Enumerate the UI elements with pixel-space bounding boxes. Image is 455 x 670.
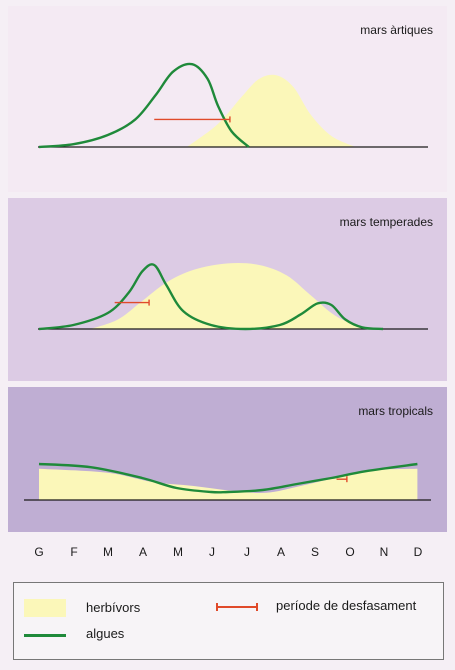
legend-label-algae: algues [86,626,125,641]
chart-arctic [38,62,428,149]
chart-temperate [38,263,428,331]
chart-panel-temperate: mars temperades [8,198,447,381]
month-label: S [310,545,320,559]
panel-title-tropical: mars tropicals [358,404,433,418]
panel-title-temperate: mars temperades [339,215,433,229]
month-label: A [276,545,286,559]
month-label: A [138,545,148,559]
legend-swatch-herbivores [24,599,66,617]
month-axis: G F M A M J J A S O N D [0,545,455,565]
month-label: D [413,545,423,559]
legend-label-herbivores: herbívors [86,600,141,615]
month-label: J [209,545,215,559]
legend-swatch-algae [24,634,66,637]
month-label: N [379,545,389,559]
algae-line [38,62,250,149]
herbivores-area [90,263,363,329]
month-label: O [345,545,355,559]
herbivores-area [186,74,356,147]
month-label: J [244,545,250,559]
legend-label-lag: període de desfasament [276,598,417,613]
legend: herbívors algues període de desfasament [13,582,444,660]
chart-panel-tropical: mars tropicals [8,387,447,532]
herbivores-area [39,468,418,500]
algae-line [38,263,384,331]
chart-tropical [24,462,431,501]
month-label: M [173,545,183,559]
algae-line [38,462,418,494]
month-label: F [70,545,78,559]
month-label: M [103,545,113,559]
chart-panel-arctic: mars àrtiques [8,6,447,192]
legend-swatch-lag [216,603,258,611]
month-label: G [34,545,44,559]
panel-title-arctic: mars àrtiques [360,23,433,37]
